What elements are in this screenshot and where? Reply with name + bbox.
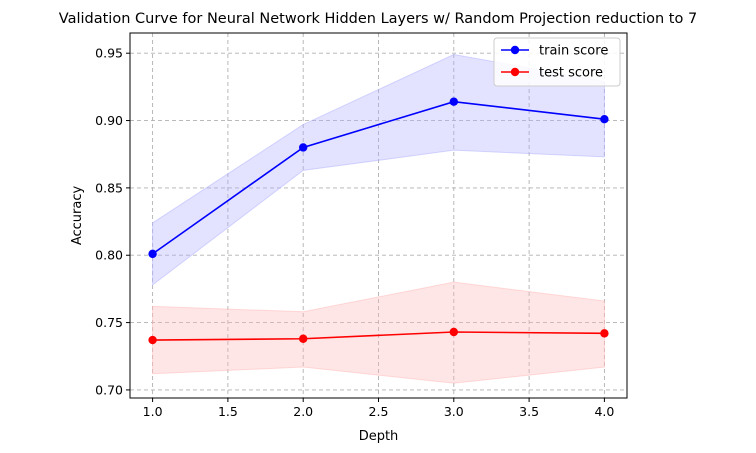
test-score-band xyxy=(152,281,605,384)
y-tick-label: 0.90 xyxy=(95,113,123,128)
test-score-point xyxy=(600,329,609,338)
y-axis-ticks: 0.70 0.75 0.80 0.85 0.90 0.95 xyxy=(95,46,130,397)
train-score-line xyxy=(152,100,605,255)
y-tick-label: 0.85 xyxy=(95,180,123,195)
train-score-band xyxy=(152,54,605,286)
y-axis-label: Accuracy xyxy=(70,186,85,246)
series-lines xyxy=(152,100,605,341)
test-score-point xyxy=(298,334,308,343)
x-tick-label: 3.5 xyxy=(519,404,539,419)
confidence-bands xyxy=(152,54,605,384)
test-score-line xyxy=(152,331,605,341)
y-tick-label: 0.75 xyxy=(95,315,123,330)
y-tick-label: 0.80 xyxy=(95,248,123,263)
x-tick-label: 2.0 xyxy=(293,404,313,419)
x-tick-label: 1.0 xyxy=(143,404,163,419)
test-score-legend-label: test score xyxy=(539,66,603,81)
train-score-point xyxy=(600,114,609,124)
x-axis-ticks: 1.0 1.5 2.0 2.5 3.0 3.5 4.0 xyxy=(143,398,614,419)
chart-title: Validation Curve for Neural Network Hidd… xyxy=(59,11,697,27)
series-points xyxy=(148,97,609,345)
train-score-legend-label: train score xyxy=(539,44,608,59)
train-score-point xyxy=(449,97,459,106)
train-score-legend-marker xyxy=(510,45,520,55)
train-score-point xyxy=(148,249,157,259)
x-axis-label: Depth xyxy=(359,429,399,444)
x-tick-label: 3.0 xyxy=(444,404,464,419)
y-tick-label: 0.70 xyxy=(95,382,123,397)
test-score-point xyxy=(449,327,459,337)
legend: train score test score xyxy=(493,37,621,87)
test-score-point xyxy=(148,335,157,345)
train-score-point xyxy=(298,143,308,152)
test-score-legend-marker xyxy=(510,67,520,77)
x-tick-label: 4.0 xyxy=(594,404,614,419)
x-tick-label: 2.5 xyxy=(369,404,389,419)
x-tick-label: 1.5 xyxy=(218,404,238,419)
y-tick-label: 0.95 xyxy=(95,46,123,61)
